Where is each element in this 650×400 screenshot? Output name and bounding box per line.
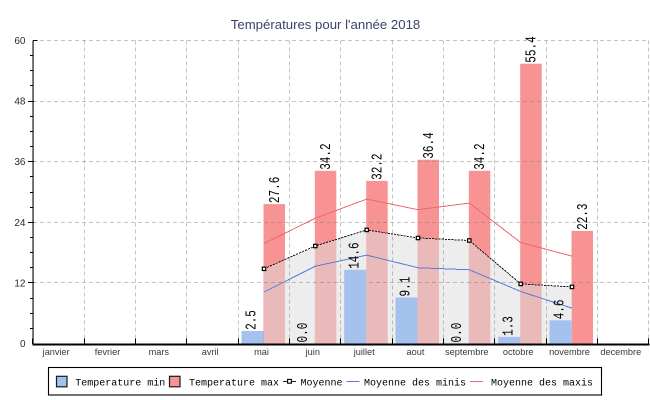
svg-text:14.6: 14.6 [346, 242, 363, 268]
svg-text:0.0: 0.0 [295, 323, 312, 343]
svg-text:55.4: 55.4 [523, 36, 540, 62]
svg-text:septembre: septembre [445, 347, 488, 357]
svg-text:27.6: 27.6 [266, 177, 283, 203]
svg-text:Moyenne: Moyenne [301, 379, 343, 390]
svg-text:mars: mars [149, 347, 170, 357]
svg-text:60: 60 [14, 36, 26, 47]
svg-text:34.2: 34.2 [472, 143, 489, 169]
svg-text:4.6: 4.6 [551, 299, 568, 319]
svg-text:Temperature min: Temperature min [75, 378, 165, 390]
svg-text:Moyenne des minis: Moyenne des minis [364, 378, 466, 390]
svg-text:janvier: janvier [42, 347, 70, 357]
svg-text:22.3: 22.3 [574, 204, 591, 230]
svg-text:0.0: 0.0 [449, 323, 466, 343]
svg-text:aout: aout [407, 347, 425, 357]
svg-text:48: 48 [14, 97, 26, 108]
svg-text:12: 12 [14, 278, 26, 289]
svg-text:mai: mai [254, 347, 269, 357]
svg-text:24: 24 [14, 218, 26, 229]
svg-text:1.3: 1.3 [500, 316, 517, 336]
svg-text:avril: avril [202, 347, 219, 357]
svg-text:34.2: 34.2 [318, 143, 335, 169]
svg-text:36: 36 [14, 157, 26, 168]
svg-text:Temperature max: Temperature max [189, 379, 279, 390]
svg-text:32.2: 32.2 [369, 154, 386, 180]
svg-text:juillet: juillet [353, 347, 375, 357]
svg-text:octobre: octobre [503, 347, 534, 357]
svg-text:decembre: decembre [600, 347, 641, 357]
svg-text:Moyenne des maxis: Moyenne des maxis [491, 378, 593, 390]
svg-text:fevrier: fevrier [95, 347, 121, 357]
svg-text:novembre: novembre [549, 347, 590, 357]
svg-text:9.1: 9.1 [397, 276, 414, 296]
svg-text:36.4: 36.4 [420, 132, 437, 158]
svg-text:2.5: 2.5 [243, 310, 260, 330]
svg-text:juin: juin [305, 347, 320, 357]
svg-text:Températures pour l'année 2018: Températures pour l'année 2018 [231, 17, 420, 32]
svg-text:0: 0 [20, 339, 26, 350]
